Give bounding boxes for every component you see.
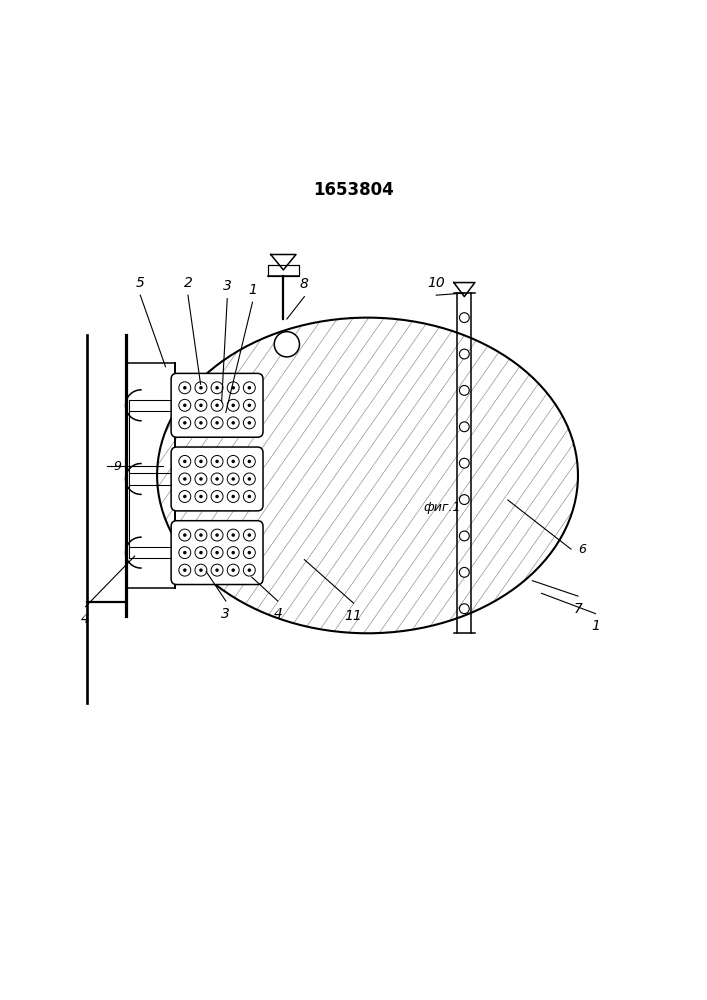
Circle shape bbox=[183, 551, 187, 554]
Circle shape bbox=[199, 386, 203, 390]
Circle shape bbox=[199, 421, 203, 425]
Circle shape bbox=[460, 349, 469, 359]
Circle shape bbox=[231, 421, 235, 425]
Text: 6: 6 bbox=[578, 543, 586, 556]
Circle shape bbox=[183, 477, 187, 481]
Circle shape bbox=[216, 404, 219, 407]
FancyBboxPatch shape bbox=[171, 373, 263, 437]
Circle shape bbox=[247, 551, 251, 554]
Text: 10: 10 bbox=[428, 276, 445, 290]
Circle shape bbox=[199, 404, 203, 407]
Circle shape bbox=[231, 477, 235, 481]
Circle shape bbox=[247, 460, 251, 463]
Circle shape bbox=[231, 404, 235, 407]
Circle shape bbox=[183, 460, 187, 463]
Circle shape bbox=[199, 551, 203, 554]
Circle shape bbox=[199, 460, 203, 463]
Circle shape bbox=[231, 495, 235, 498]
Text: 1: 1 bbox=[591, 619, 600, 633]
Circle shape bbox=[460, 531, 469, 541]
Circle shape bbox=[231, 533, 235, 537]
Circle shape bbox=[460, 567, 469, 577]
Circle shape bbox=[247, 477, 251, 481]
Circle shape bbox=[460, 313, 469, 323]
Circle shape bbox=[199, 477, 203, 481]
Circle shape bbox=[247, 421, 251, 425]
Circle shape bbox=[460, 495, 469, 504]
Circle shape bbox=[216, 421, 219, 425]
Text: 4: 4 bbox=[81, 612, 90, 626]
Circle shape bbox=[247, 404, 251, 407]
Text: 3: 3 bbox=[223, 279, 232, 293]
Text: 11: 11 bbox=[344, 609, 363, 623]
Circle shape bbox=[183, 533, 187, 537]
Circle shape bbox=[183, 568, 187, 572]
Circle shape bbox=[274, 332, 300, 357]
Text: 1: 1 bbox=[248, 283, 257, 297]
Circle shape bbox=[216, 477, 219, 481]
Circle shape bbox=[216, 568, 219, 572]
Circle shape bbox=[247, 533, 251, 537]
FancyBboxPatch shape bbox=[171, 447, 263, 511]
Circle shape bbox=[183, 386, 187, 390]
Circle shape bbox=[231, 460, 235, 463]
Text: 3: 3 bbox=[221, 607, 230, 621]
Text: фиг.1: фиг.1 bbox=[423, 501, 461, 514]
Text: 4: 4 bbox=[274, 607, 282, 621]
Text: 5: 5 bbox=[136, 276, 145, 290]
Circle shape bbox=[199, 533, 203, 537]
Text: 1653804: 1653804 bbox=[313, 181, 394, 199]
Circle shape bbox=[199, 568, 203, 572]
Circle shape bbox=[460, 604, 469, 614]
Circle shape bbox=[460, 385, 469, 395]
Circle shape bbox=[231, 551, 235, 554]
Circle shape bbox=[247, 386, 251, 390]
Text: 9: 9 bbox=[114, 460, 122, 473]
Circle shape bbox=[231, 386, 235, 390]
Circle shape bbox=[216, 495, 219, 498]
Circle shape bbox=[460, 458, 469, 468]
Circle shape bbox=[460, 422, 469, 432]
Circle shape bbox=[216, 460, 219, 463]
Circle shape bbox=[216, 551, 219, 554]
Ellipse shape bbox=[157, 318, 578, 633]
Circle shape bbox=[231, 568, 235, 572]
Text: 8: 8 bbox=[300, 277, 309, 291]
Circle shape bbox=[199, 495, 203, 498]
Circle shape bbox=[247, 495, 251, 498]
Text: 2: 2 bbox=[184, 276, 192, 290]
Circle shape bbox=[216, 386, 219, 390]
FancyBboxPatch shape bbox=[171, 521, 263, 585]
Circle shape bbox=[183, 404, 187, 407]
Circle shape bbox=[183, 421, 187, 425]
Circle shape bbox=[183, 495, 187, 498]
Circle shape bbox=[247, 568, 251, 572]
Circle shape bbox=[216, 533, 219, 537]
Text: 7: 7 bbox=[573, 602, 583, 616]
